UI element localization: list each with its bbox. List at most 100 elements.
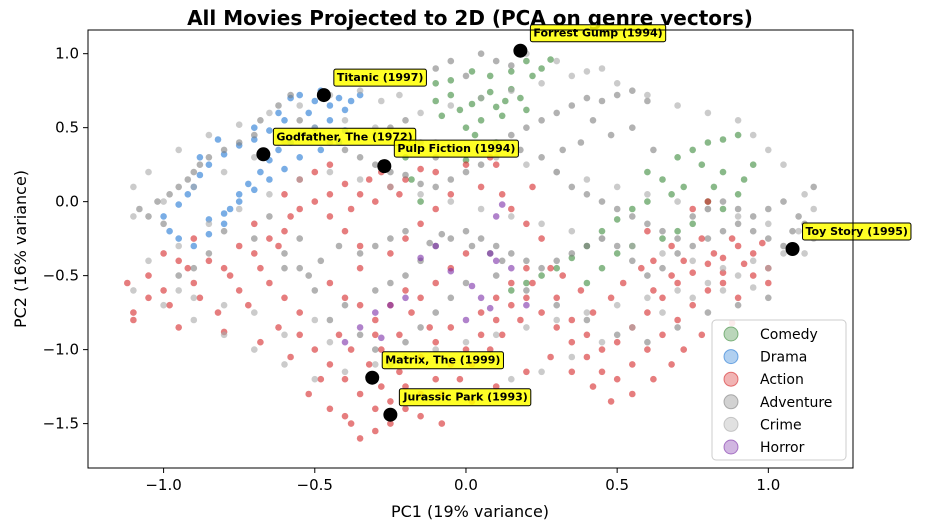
adventure-point <box>674 250 681 257</box>
action-point <box>311 346 319 353</box>
adventure-point <box>674 324 681 331</box>
comedy-point <box>553 264 560 272</box>
drama-point <box>235 191 243 198</box>
adventure-point <box>432 183 440 191</box>
adventure-point <box>568 183 576 191</box>
highlight-label-box <box>802 222 912 241</box>
comedy-point <box>734 191 742 198</box>
adventure-point <box>235 139 243 146</box>
action-point <box>417 220 424 228</box>
adventure-point <box>426 239 434 247</box>
adventure-point <box>220 227 228 235</box>
crime-point <box>734 213 742 220</box>
crime-point <box>372 361 379 368</box>
highlight-label: Jurassic Park (1993) <box>402 391 527 404</box>
horror-point <box>417 254 424 262</box>
action-point <box>447 324 455 331</box>
action-point <box>296 331 304 339</box>
action-point <box>629 361 636 368</box>
y-axis-title: PC2 (16% variance) <box>11 170 30 328</box>
adventure-point <box>341 146 349 154</box>
drama-point <box>335 94 343 102</box>
action-point <box>275 242 282 250</box>
adventure-point <box>266 213 273 220</box>
adventure-point <box>196 161 204 168</box>
highlight-point-forrest-gump-1994 <box>513 43 528 58</box>
crime-point <box>583 68 591 75</box>
action-point <box>245 301 252 309</box>
adventure-point <box>447 294 455 302</box>
adventure-point <box>296 264 304 272</box>
drama-point <box>205 161 213 168</box>
action-point <box>124 279 131 287</box>
action-point <box>538 309 545 316</box>
comedy-point <box>523 57 530 65</box>
adventure-point <box>281 250 288 257</box>
legend-label-crime: Crime <box>760 417 802 433</box>
action-point <box>372 427 379 435</box>
comedy-point <box>471 131 479 139</box>
adventure-point <box>734 301 742 309</box>
adventure-point <box>613 205 621 213</box>
crime-point <box>674 198 681 205</box>
comedy-point <box>529 72 536 80</box>
action-point <box>356 435 364 442</box>
comedy-point <box>719 136 727 143</box>
drama-point <box>326 102 334 109</box>
comedy-point <box>447 91 455 99</box>
x-axis-ticks: −1.0 −0.5 0.0 0.5 1.0 <box>145 468 780 494</box>
action-point <box>396 368 403 376</box>
action-point <box>214 309 222 316</box>
legend-marker-comedy <box>723 326 739 342</box>
adventure-point <box>719 198 727 205</box>
adventure-point <box>166 191 173 198</box>
drama-point <box>305 109 313 117</box>
action-point <box>577 287 585 294</box>
drama-point <box>184 191 192 198</box>
action-point <box>432 279 440 287</box>
adventure-point <box>356 331 364 339</box>
crime-point <box>387 183 394 191</box>
crime-point <box>719 287 727 294</box>
crime-point <box>553 168 560 176</box>
action-point <box>175 257 182 265</box>
adventure-point <box>538 117 545 124</box>
legend-label-horror: Horror <box>760 440 805 456</box>
comedy-point <box>613 250 621 257</box>
adventure-point <box>704 235 712 242</box>
adventure-point <box>447 57 455 65</box>
horror-point <box>462 316 470 324</box>
action-point <box>347 420 355 427</box>
adventure-point <box>402 227 409 235</box>
horror-point <box>498 201 506 208</box>
action-point <box>356 242 364 250</box>
crime-point <box>220 301 228 309</box>
comedy-point <box>408 176 415 183</box>
comedy-point <box>432 97 440 105</box>
highlight-label-box <box>393 139 519 158</box>
adventure-point <box>523 287 530 294</box>
crime-point <box>311 375 319 383</box>
crime-point <box>296 176 304 183</box>
adventure-point <box>281 264 288 272</box>
horror-point <box>486 304 494 312</box>
action-point <box>166 301 173 309</box>
crime-point <box>568 353 576 361</box>
adventure-point <box>613 91 621 99</box>
action-point <box>432 375 440 383</box>
highlight-label: Titanic (1997) <box>337 71 424 84</box>
crime-point <box>281 361 288 368</box>
action-point <box>311 198 319 205</box>
action-point <box>568 316 576 324</box>
crime-point <box>583 309 591 316</box>
action-point <box>613 338 621 346</box>
comedy-point <box>613 216 621 223</box>
adventure-point <box>508 250 515 257</box>
action-point <box>326 279 334 287</box>
action-point <box>619 279 627 287</box>
drama-point <box>175 201 182 208</box>
action-point <box>508 279 515 287</box>
adventure-point <box>613 242 621 250</box>
action-point <box>613 375 621 383</box>
